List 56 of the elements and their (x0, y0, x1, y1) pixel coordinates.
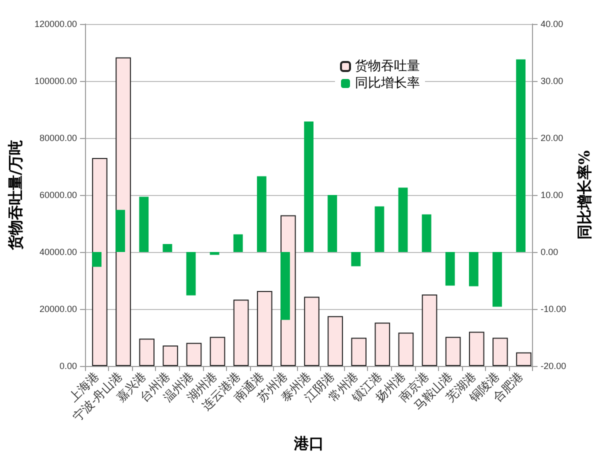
y2-tick-label: 40.00 (540, 19, 564, 29)
bar (280, 252, 290, 320)
bar (351, 252, 361, 266)
bar (162, 244, 172, 252)
bar (422, 214, 432, 252)
bar (516, 352, 532, 366)
bar (139, 338, 154, 366)
bar (233, 300, 249, 366)
bar (468, 332, 484, 366)
bar (233, 234, 243, 252)
bar (328, 195, 338, 252)
bar (351, 338, 367, 366)
bar (139, 196, 149, 252)
bar (516, 59, 526, 252)
bar (492, 338, 508, 366)
y-tick-label: 40000.00 (39, 247, 77, 257)
bar (162, 345, 178, 366)
y-tick-label: 80000.00 (39, 133, 77, 143)
bar (374, 206, 384, 252)
bar (116, 210, 126, 252)
bar (422, 294, 438, 366)
y2-tick-label: -20.00 (540, 361, 566, 371)
bar (256, 291, 272, 366)
y-axis-title: 货物吞吐量/万吨 (6, 140, 24, 252)
y-tick-label: 20000.00 (39, 304, 77, 314)
bar (304, 121, 314, 252)
x-axis-title: 港口 (292, 434, 324, 452)
bar (304, 296, 320, 366)
bar (210, 336, 226, 366)
bar (186, 252, 196, 296)
bar (374, 322, 390, 366)
legend-label: 货物吞吐量 (355, 59, 420, 74)
y-tick-label: 0.00 (59, 361, 77, 371)
bar (398, 332, 414, 366)
y2-tick-label: 10.00 (540, 190, 564, 200)
bar (445, 252, 455, 286)
bar (92, 252, 102, 267)
y-tick-label: 60000.00 (39, 190, 77, 200)
bar (445, 336, 461, 366)
y2-tick-label: 20.00 (540, 133, 564, 143)
bar (210, 252, 220, 255)
bar (186, 342, 202, 366)
bar (398, 188, 408, 252)
y-tick-label: 120000.00 (34, 19, 77, 29)
y2-tick-label: 30.00 (540, 76, 564, 86)
y2-tick-label: -10.00 (540, 304, 566, 314)
y2-axis-title: 同比增长率% (576, 150, 594, 240)
y2-tick-label: 0.00 (540, 247, 558, 257)
legend-label: 同比增长率 (355, 75, 420, 91)
bar (256, 176, 266, 252)
bar (328, 316, 343, 366)
bar (468, 252, 478, 286)
y-tick-label: 100000.00 (34, 76, 77, 86)
bar (492, 252, 502, 307)
bar (92, 158, 108, 366)
bar (116, 57, 131, 366)
